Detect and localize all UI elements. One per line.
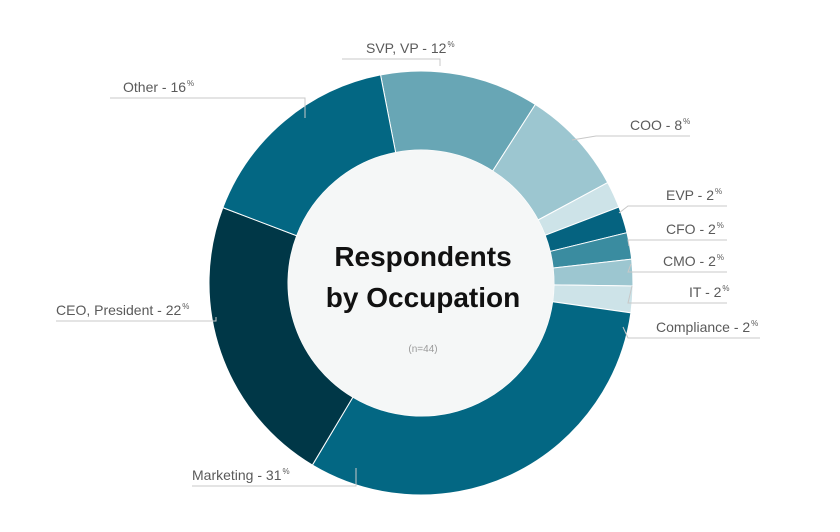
leader-line-ceo-president — [56, 317, 217, 322]
label-cmo: CMO - 2% — [663, 253, 724, 269]
percent-sign: % — [717, 253, 724, 262]
percent-sign: % — [182, 302, 189, 311]
label-it: IT - 2% — [689, 284, 730, 300]
leader-line-compliance — [622, 326, 760, 339]
label-coo: COO - 8% — [630, 117, 690, 133]
chart-center — [288, 150, 554, 416]
chart-title-line-1: Respondents — [334, 241, 511, 272]
leader-line-other — [110, 97, 306, 118]
label-ceo-president: CEO, President - 22% — [56, 302, 189, 318]
slices — [208, 70, 634, 496]
percent-sign: % — [715, 187, 722, 196]
chart-subtitle: (n=44) — [408, 344, 437, 355]
percent-sign: % — [187, 79, 194, 88]
label-marketing: Marketing - 31% — [192, 467, 290, 483]
leader-line-cmo — [627, 263, 727, 273]
percent-sign: % — [751, 319, 758, 328]
label-compliance: Compliance - 2% — [656, 319, 758, 335]
percent-sign: % — [447, 40, 454, 49]
label-cfo: CFO - 2% — [666, 221, 724, 237]
label-other: Other - 16% — [123, 79, 194, 95]
slice-labels: SVP, VP - 12% COO - 8% EVP - 2% CFO - 2% CMO… — [56, 40, 760, 487]
leader-line-svp-vp — [342, 58, 441, 66]
label-svp-vp: SVP, VP - 12% — [366, 40, 455, 56]
leader-line-evp — [618, 205, 727, 214]
percent-sign: % — [717, 221, 724, 230]
leader-line-it — [627, 285, 727, 304]
leader-line-cfo — [627, 239, 727, 247]
leader-line-marketing — [192, 468, 357, 487]
chart-title-line-2: by Occupation — [326, 282, 520, 313]
percent-sign: % — [722, 284, 729, 293]
leader-line-coo — [571, 135, 690, 141]
label-evp: EVP - 2% — [666, 187, 722, 203]
percent-sign: % — [683, 117, 690, 126]
percent-sign: % — [282, 467, 289, 476]
